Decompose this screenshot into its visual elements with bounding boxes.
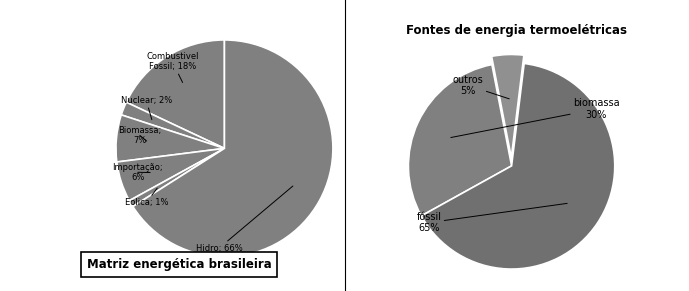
- Wedge shape: [409, 65, 512, 216]
- Text: Matriz energética brasileira: Matriz energética brasileira: [87, 258, 271, 271]
- Text: Importação;
6%: Importação; 6%: [112, 163, 163, 182]
- Text: Fontes de energia termoelétricas: Fontes de energia termoelétricas: [407, 24, 627, 37]
- Wedge shape: [116, 115, 225, 162]
- Wedge shape: [117, 148, 225, 201]
- Text: Combustivel
Fossil; 18%: Combustivel Fossil; 18%: [146, 52, 198, 82]
- Text: biomassa
30%: biomassa 30%: [451, 98, 619, 138]
- Wedge shape: [121, 102, 225, 148]
- Text: outros
5%: outros 5%: [453, 74, 509, 99]
- Wedge shape: [133, 40, 333, 257]
- Text: fóssil
65%: fóssil 65%: [417, 203, 567, 233]
- Text: Nuclear; 2%: Nuclear; 2%: [121, 96, 172, 120]
- Wedge shape: [130, 148, 225, 207]
- Wedge shape: [126, 40, 225, 148]
- Text: Hidro; 66%: Hidro; 66%: [196, 186, 293, 253]
- Wedge shape: [422, 63, 615, 269]
- Text: Eolica; 1%: Eolica; 1%: [125, 188, 168, 207]
- Text: Biomassa;
7%: Biomassa; 7%: [119, 126, 161, 145]
- Wedge shape: [492, 54, 524, 158]
